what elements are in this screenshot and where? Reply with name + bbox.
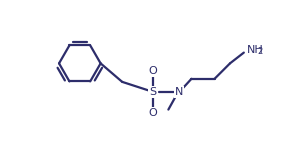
Text: N: N	[175, 87, 183, 97]
Text: NH: NH	[247, 44, 264, 54]
Text: 2: 2	[257, 47, 262, 56]
Text: S: S	[149, 87, 157, 97]
Text: O: O	[149, 66, 157, 76]
Text: O: O	[149, 108, 157, 118]
